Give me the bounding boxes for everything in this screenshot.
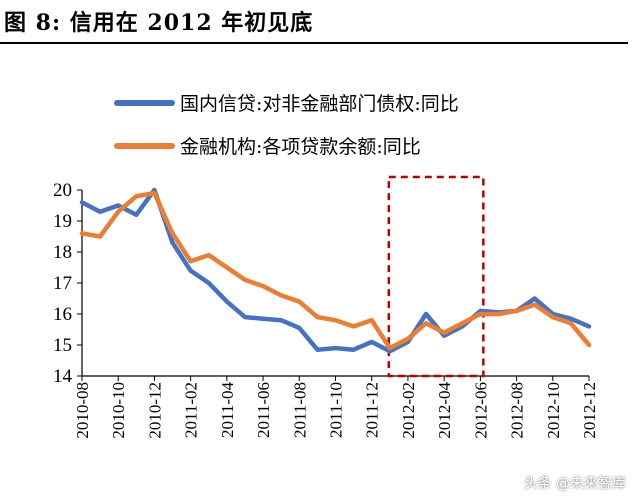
series-line-2 [79, 190, 592, 351]
x-tick-label: 2010-12 [145, 382, 164, 439]
figure-title: 图 8: 信用在 2012 年初见底 [4, 10, 314, 36]
y-tick-label: 15 [53, 335, 72, 356]
series-line-1 [79, 187, 592, 354]
y-tick-label: 20 [53, 180, 72, 201]
x-tick-label: 2012-06 [471, 382, 490, 439]
axes: 14 15 16 17 18 19 20 2010-08 2010-10 2010-12 2011-… [53, 180, 599, 439]
x-tick-label: 2011-04 [218, 382, 237, 439]
x-tick-label: 2010-08 [73, 382, 92, 439]
y-tick-label: 16 [53, 304, 72, 325]
x-tick-label: 2012-10 [544, 382, 563, 439]
y-tick-label: 18 [53, 242, 72, 263]
x-tick-label: 2010-10 [109, 382, 128, 439]
title-rule [0, 42, 628, 44]
series-group [79, 187, 592, 354]
x-tick-label: 2012-12 [580, 382, 599, 439]
y-tick-label: 17 [53, 273, 72, 294]
y-tick-label: 14 [53, 366, 73, 387]
x-tick-label: 2012-02 [399, 382, 418, 439]
highlight-rect [387, 175, 485, 378]
legend-label-1: 国内信贷:对非金融部门债权:同比 [180, 93, 459, 115]
x-tick-label: 2011-10 [327, 382, 346, 438]
x-tick-label: 2011-12 [363, 382, 382, 438]
x-tick-label: 2011-06 [254, 382, 273, 438]
highlight-box [387, 175, 485, 378]
x-tick-label: 2012-04 [435, 382, 454, 439]
y-tick-label: 19 [53, 211, 72, 232]
x-tick-label: 2011-08 [290, 382, 309, 438]
x-tick-label: 2012-08 [508, 382, 527, 439]
legend-label-2: 金融机构:各项贷款余额:同比 [180, 136, 421, 158]
x-tick-label: 2011-02 [182, 382, 201, 438]
watermark: 头条 @未来智库 [523, 476, 626, 492]
